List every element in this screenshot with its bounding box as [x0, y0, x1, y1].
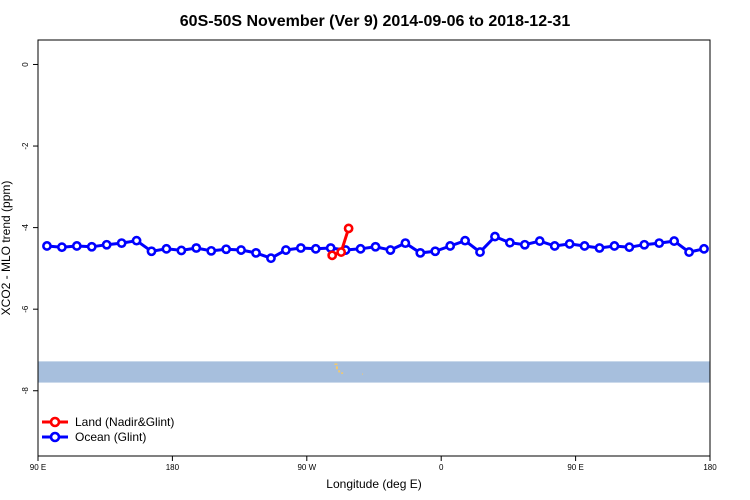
x-tick-label: 180 — [703, 463, 717, 472]
x-axis-label: Longitude (deg E) — [326, 477, 421, 491]
data-point — [266, 253, 276, 264]
data-point — [310, 243, 321, 254]
data-point — [236, 245, 246, 255]
data-point — [146, 246, 157, 257]
y-tick-label: -6 — [21, 305, 30, 313]
land-fragment — [341, 372, 344, 374]
y-tick-label: -4 — [21, 224, 30, 232]
y-tick-label: -8 — [21, 387, 30, 395]
data-point — [385, 245, 396, 255]
data-point — [101, 239, 112, 250]
data-point — [176, 245, 187, 256]
chart-title: 60S-50S November (Ver 9) 2014-09-06 to 2… — [180, 13, 571, 30]
series-ocean — [42, 231, 709, 264]
data-point — [327, 250, 338, 261]
land-fragment — [335, 366, 338, 370]
land-fragment — [362, 373, 364, 375]
land-fragment — [334, 363, 338, 365]
data-point — [370, 241, 381, 252]
legend-label: Land (Nadir&Glint) — [75, 415, 174, 429]
series-layer — [42, 223, 709, 264]
data-point — [400, 238, 411, 249]
data-point — [654, 238, 665, 249]
x-tick-label: 90 E — [567, 463, 583, 472]
data-point — [549, 241, 560, 251]
data-point — [699, 243, 709, 254]
data-point — [116, 238, 127, 249]
data-point — [624, 242, 635, 253]
data-point — [131, 235, 142, 246]
data-point — [343, 223, 354, 234]
legend-marker — [49, 416, 61, 428]
y-tick-label: 0 — [21, 62, 30, 67]
data-point — [71, 241, 82, 251]
data-point — [684, 247, 694, 257]
plot-frame — [37, 39, 711, 457]
data-point — [460, 235, 470, 246]
x-tick-label: 90 W — [297, 463, 316, 472]
y-axis-label: XCO2 - MLO trend (ppm) — [0, 181, 13, 316]
data-point — [609, 241, 620, 251]
data-point — [579, 241, 590, 251]
map-band — [38, 361, 710, 383]
data-point — [325, 243, 336, 253]
data-point — [42, 241, 52, 251]
data-point — [430, 246, 441, 257]
data-point — [475, 247, 485, 257]
data-point — [504, 237, 515, 248]
y-tick-label: -2 — [21, 142, 30, 150]
legend: Land (Nadir&Glint)Ocean (Glint) — [42, 415, 174, 444]
data-point — [221, 244, 232, 255]
x-tick-label: 0 — [439, 463, 444, 472]
data-point — [355, 243, 366, 254]
series-land — [327, 223, 354, 261]
data-point — [639, 239, 650, 250]
data-point — [519, 239, 530, 250]
land-fragment — [338, 370, 341, 373]
data-point — [86, 241, 97, 252]
data-point — [206, 245, 217, 256]
data-point — [490, 231, 500, 242]
x-tick-label: 90 E — [30, 463, 46, 472]
data-point — [564, 239, 575, 249]
x-tick-label: 180 — [166, 463, 180, 472]
data-point — [295, 243, 306, 253]
data-point — [669, 236, 680, 246]
data-point — [415, 247, 426, 258]
data-point — [191, 243, 202, 253]
data-point — [445, 241, 456, 251]
data-point — [56, 242, 67, 253]
map-band-layer — [38, 361, 710, 383]
data-point — [251, 247, 261, 258]
legend-label: Ocean (Glint) — [75, 430, 146, 444]
legend-marker — [49, 431, 61, 443]
data-point — [280, 245, 291, 255]
data-point — [336, 247, 347, 257]
axes-layer: 90 E 180 90 W 0 90 E 180 0 -2 -4 -6 -8 — [21, 62, 717, 472]
data-point — [534, 236, 545, 246]
data-point — [594, 243, 605, 253]
data-point — [161, 243, 172, 254]
